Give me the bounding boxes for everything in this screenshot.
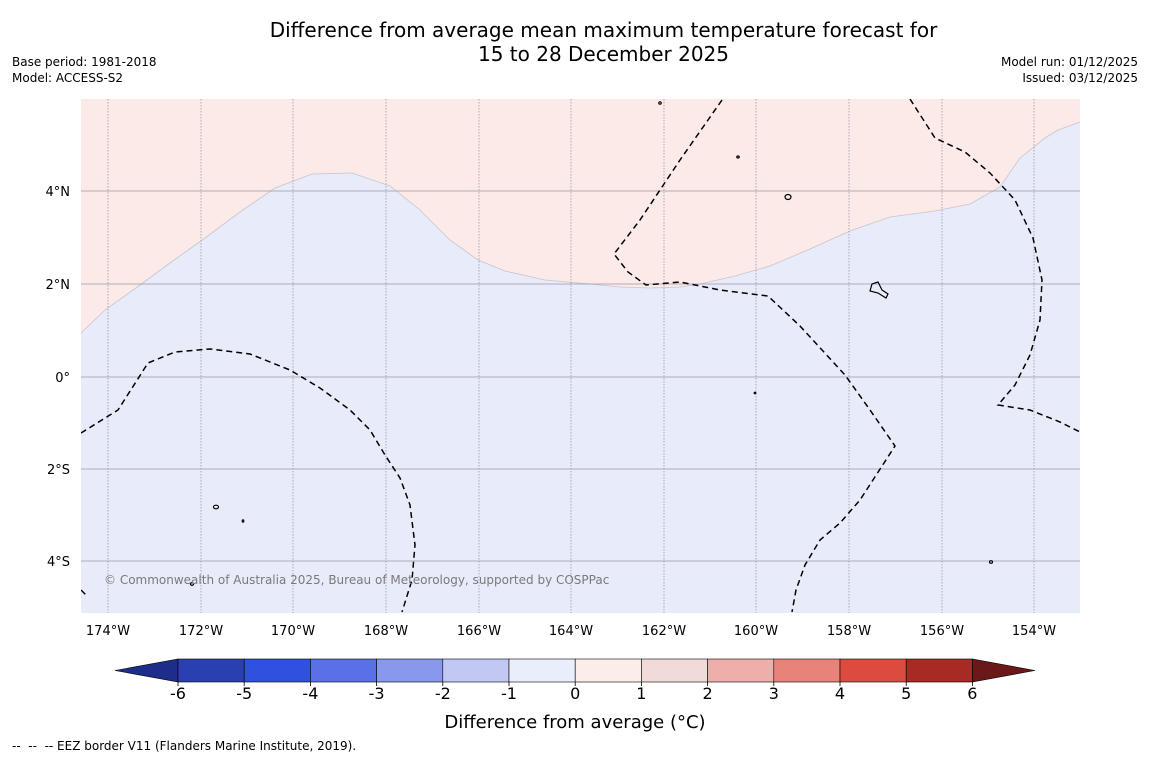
lon-label: 164°W bbox=[549, 624, 593, 639]
colorbar-extend-low bbox=[114, 658, 179, 683]
colorbar-tick-label: -4 bbox=[302, 684, 318, 703]
base-period: Base period: 1981-2018 bbox=[12, 55, 157, 69]
colorbar-extend-high bbox=[972, 658, 1036, 683]
islands bbox=[189, 101, 994, 586]
anomaly-boundary-line bbox=[81, 121, 1080, 334]
eez-footnote: -- -- -- EEZ border V11 (Flanders Marine… bbox=[12, 739, 357, 753]
colorbar-segment bbox=[641, 658, 708, 683]
colorbar-tick-label: 3 bbox=[769, 684, 779, 703]
island-phoenix-3 bbox=[189, 582, 195, 586]
lon-label: 160°W bbox=[734, 624, 778, 639]
title-line-2: 15 to 28 December 2025 bbox=[477, 42, 729, 66]
model-run: Model run: 01/12/2025 bbox=[1000, 55, 1138, 69]
lat-label: 2°S bbox=[47, 463, 70, 478]
lon-label: 174°W bbox=[86, 624, 130, 639]
colorbar-segment bbox=[773, 658, 841, 683]
colorbar-segment bbox=[310, 658, 377, 683]
colorbar-segment bbox=[376, 658, 444, 683]
chart-title: Difference from average mean maximum tem… bbox=[0, 18, 1150, 66]
colorbar-segment bbox=[243, 658, 311, 683]
colorbar-tick-label: -3 bbox=[369, 684, 385, 703]
cool-anomaly-region bbox=[81, 122, 1080, 613]
colorbar-tick-label: 4 bbox=[835, 684, 845, 703]
colorbar-tick-label: 1 bbox=[636, 684, 646, 703]
colorbar-tick-label: -2 bbox=[435, 684, 451, 703]
lat-label: 4°N bbox=[46, 185, 71, 200]
island-jarvis bbox=[753, 391, 757, 395]
colorbar-tick-label: -5 bbox=[236, 684, 252, 703]
colorbar-tick-label: -6 bbox=[170, 684, 186, 703]
island-tabuaeran bbox=[784, 193, 792, 201]
lat-label: 4°S bbox=[47, 555, 70, 570]
meta-right: Model run: 01/12/2025 Issued: 03/12/2025 bbox=[1001, 54, 1138, 86]
colorbar-segment bbox=[508, 658, 576, 683]
colorbar-tick-label: 5 bbox=[901, 684, 911, 703]
eez-border-southwest-edge bbox=[81, 589, 87, 596]
lon-label: 170°W bbox=[271, 624, 315, 639]
lat-label: 2°N bbox=[46, 278, 71, 293]
lon-label: 168°W bbox=[364, 624, 408, 639]
colorbar-segment bbox=[177, 658, 245, 683]
lon-label: 158°W bbox=[827, 624, 871, 639]
island-kiritimati bbox=[869, 281, 889, 299]
colorbar-label: Difference from average (°C) bbox=[444, 712, 705, 733]
colorbar-segment bbox=[839, 658, 907, 683]
map-area: © Commonwealth of Australia 2025, Bureau… bbox=[81, 99, 1080, 613]
colorbar-tick-label: 2 bbox=[703, 684, 713, 703]
lon-label: 162°W bbox=[642, 624, 686, 639]
island-southeast bbox=[988, 560, 994, 564]
eez-border-kiribati-west bbox=[81, 348, 416, 613]
island-phoenix-2 bbox=[241, 519, 245, 523]
gridlines bbox=[81, 99, 1080, 613]
lon-label: 166°W bbox=[457, 624, 501, 639]
eez-border-kiribati-east bbox=[909, 99, 1080, 433]
copyright-notice: © Commonwealth of Australia 2025, Bureau… bbox=[104, 573, 609, 587]
colorbar-segment bbox=[574, 658, 642, 683]
title-line-1: Difference from average mean maximum tem… bbox=[269, 18, 938, 42]
colorbar-tick-label: 0 bbox=[570, 684, 580, 703]
eez-border-kiribati-central bbox=[613, 99, 896, 613]
colorbar-segment bbox=[905, 658, 973, 683]
eez-borders bbox=[81, 99, 1080, 613]
latitude-labels: 4°N 2°N 0° 2°S 4°S bbox=[46, 185, 71, 570]
meta-left: Base period: 1981-2018 Model: ACCESS-S2 bbox=[12, 54, 157, 86]
lon-label: 156°W bbox=[920, 624, 964, 639]
lon-label: 172°W bbox=[179, 624, 223, 639]
colorbar-segment bbox=[707, 658, 775, 683]
island-north-speck bbox=[658, 101, 662, 105]
lat-label: 0° bbox=[55, 371, 70, 386]
colorbar: -6 -5 -4 -3 -2 -1 0 1 2 3 4 5 6 bbox=[114, 658, 1036, 703]
model-name: Model: ACCESS-S2 bbox=[12, 71, 124, 85]
issued-date: Issued: 03/12/2025 bbox=[1022, 71, 1138, 85]
colorbar-segment bbox=[442, 658, 510, 683]
lon-label: 154°W bbox=[1012, 624, 1056, 639]
colorbar-tick-label: 6 bbox=[967, 684, 977, 703]
colorbar-tick-label: -1 bbox=[501, 684, 517, 703]
island-teraina bbox=[736, 155, 740, 159]
island-phoenix-1 bbox=[212, 504, 220, 510]
longitude-labels: 174°W 172°W 170°W 168°W 166°W 164°W 162°W 160°W… bbox=[86, 624, 1056, 639]
